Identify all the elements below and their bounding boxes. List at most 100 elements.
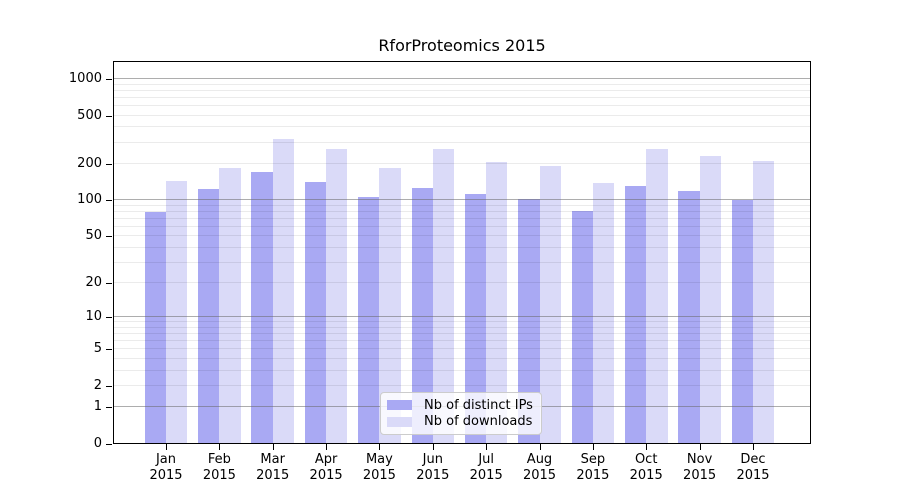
bars-layer	[114, 62, 810, 443]
bar-ips-jan	[144, 212, 166, 443]
minor-gridline-70	[114, 217, 810, 219]
legend-swatch-distinct-ips-icon	[387, 400, 412, 411]
legend-label-distinct-ips: Nb of distinct IPs	[424, 397, 533, 413]
bar-downloads-jun	[432, 148, 455, 443]
bar-downloads-may	[379, 168, 401, 443]
y-tick-label-0: 0	[93, 436, 102, 451]
plot-area	[113, 61, 811, 444]
minor-gridline-80	[114, 210, 810, 212]
bar-ips-may	[358, 197, 380, 443]
bar-downloads-mar	[272, 139, 295, 443]
minor-gridline-600	[114, 104, 810, 106]
minor-gridline-8	[114, 326, 810, 328]
minor-gridline-5	[114, 348, 810, 350]
y-tick-mark-1	[106, 407, 112, 409]
major-gridline-10	[114, 316, 810, 318]
y-tick-mark-20	[106, 283, 112, 285]
bar-downloads-oct	[646, 148, 668, 443]
x-tick-mark-nov	[699, 444, 701, 450]
x-tick-mark-jun	[432, 444, 434, 450]
x-tick-mark-mar	[272, 444, 274, 450]
bar-downloads-sep	[592, 182, 615, 443]
x-tick-mark-may	[379, 444, 381, 450]
x-tick-label-jul: Jul 2015	[469, 452, 503, 483]
x-tick-label-mar: Mar 2015	[256, 452, 290, 483]
y-tick-mark-10	[106, 317, 112, 319]
x-tick-label-oct: Oct 2015	[629, 452, 663, 483]
x-tick-mark-oct	[646, 444, 648, 450]
x-tick-mark-aug	[539, 444, 541, 450]
minor-gridline-800	[114, 89, 810, 91]
minor-gridline-2	[114, 385, 810, 386]
y-tick-label-2: 2	[93, 378, 102, 393]
x-tick-label-jun: Jun 2015	[416, 452, 450, 483]
minor-gridline-40	[114, 246, 810, 248]
x-tick-mark-jan	[166, 444, 167, 450]
x-tick-label-may: May 2015	[362, 452, 396, 483]
y-tick-label-5: 5	[93, 341, 102, 357]
x-tick-mark-dec	[753, 444, 754, 450]
legend: Nb of distinct IPs Nb of downloads	[380, 392, 542, 435]
y-tick-label-500: 500	[77, 107, 102, 123]
x-tick-label-sep: Sep 2015	[576, 452, 610, 483]
y-tick-label-10: 10	[85, 309, 102, 325]
minor-gridline-30	[114, 261, 810, 263]
minor-gridline-4	[114, 358, 810, 359]
minor-gridline-6	[114, 340, 810, 342]
y-tick-mark-2	[106, 386, 112, 387]
bar-ips-jul	[464, 194, 487, 443]
minor-gridline-400	[114, 126, 810, 128]
y-tick-label-50: 50	[85, 228, 102, 244]
x-tick-mark-sep	[592, 444, 594, 450]
legend-item-downloads: Nb of downloads	[387, 414, 535, 430]
minor-gridline-90	[114, 204, 810, 206]
legend-item-distinct-ips: Nb of distinct IPs	[387, 397, 535, 413]
minor-gridline-60	[114, 225, 810, 227]
bar-ips-oct	[624, 186, 647, 443]
y-tick-mark-0	[106, 444, 112, 445]
x-tick-label-nov: Nov 2015	[683, 452, 717, 483]
minor-gridline-7	[114, 333, 810, 335]
x-tick-label-jan: Jan 2015	[149, 452, 183, 483]
minor-gridline-9	[114, 321, 810, 323]
bar-downloads-apr	[326, 149, 348, 443]
bar-downloads-jul	[486, 161, 508, 443]
grid-layer	[114, 62, 810, 443]
legend-label-downloads: Nb of downloads	[424, 414, 533, 430]
major-gridline-1000	[114, 78, 810, 79]
minor-gridline-50	[114, 235, 810, 237]
x-tick-label-dec: Dec 2015	[736, 452, 770, 483]
bar-downloads-dec	[752, 160, 775, 443]
x-tick-label-feb: Feb 2015	[202, 452, 236, 483]
minor-gridline-700	[114, 96, 810, 98]
major-gridline-100	[114, 199, 810, 201]
y-tick-label-1: 1	[93, 399, 102, 415]
y-tick-mark-200	[106, 163, 112, 165]
y-tick-label-1000: 1000	[68, 71, 102, 86]
x-tick-label-aug: Aug 2015	[522, 452, 557, 483]
bar-downloads-jan	[166, 180, 188, 443]
x-tick-label-apr: Apr 2015	[309, 452, 343, 483]
y-tick-mark-50	[106, 236, 112, 238]
x-tick-mark-jul	[486, 444, 488, 450]
x-tick-mark-apr	[326, 444, 328, 450]
minor-gridline-20	[114, 282, 810, 284]
minor-gridline-3	[114, 369, 810, 371]
y-tick-mark-5	[106, 349, 112, 351]
bar-downloads-feb	[219, 167, 241, 443]
bar-ips-mar	[251, 172, 273, 443]
y-tick-mark-100	[106, 200, 112, 202]
bar-ips-sep	[571, 210, 593, 443]
x-tick-mark-feb	[219, 444, 221, 450]
minor-gridline-200	[114, 162, 810, 164]
y-tick-label-100: 100	[77, 192, 102, 208]
minor-gridline-500	[114, 114, 810, 116]
legend-swatch-downloads-icon	[387, 416, 412, 427]
bar-downloads-aug	[539, 165, 561, 443]
bar-ips-apr	[304, 181, 327, 443]
bar-ips-feb	[198, 189, 220, 443]
bar-downloads-nov	[699, 155, 721, 443]
y-tick-label-20: 20	[85, 275, 102, 291]
minor-gridline-300	[114, 141, 810, 143]
